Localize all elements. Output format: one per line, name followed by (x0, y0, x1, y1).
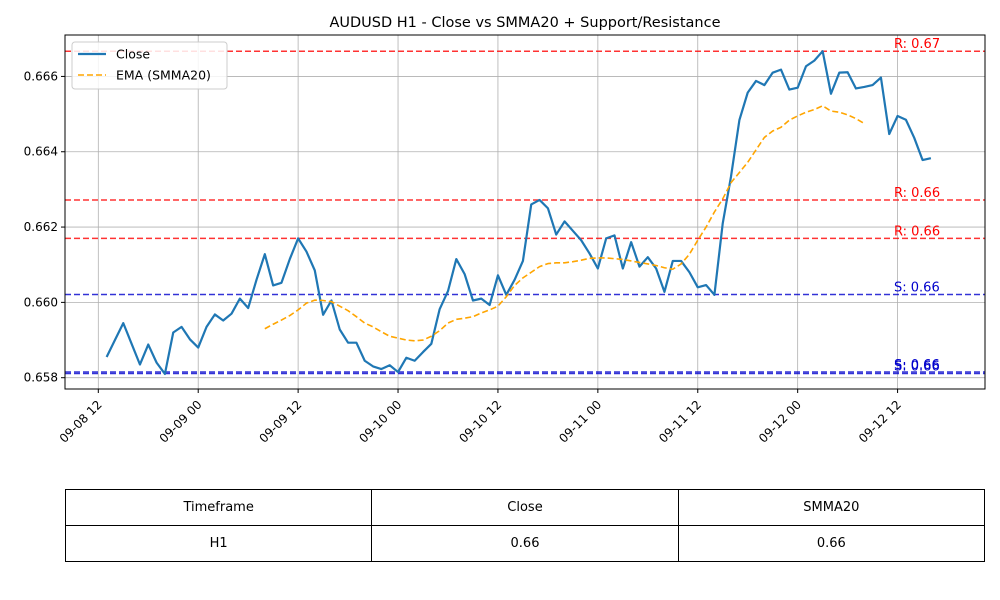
support-level-label: S: 0.66 (894, 280, 940, 295)
support-level-label: S: 0.66 (894, 360, 940, 375)
table-header-cell: Timeframe (64, 489, 373, 526)
y-tick-label: 0.660 (24, 295, 58, 309)
x-tick-label: 09-10 00 (356, 398, 404, 446)
plot-frame (64, 34, 986, 390)
x-tick-label: 09-12 00 (756, 398, 804, 446)
x-tick-label: 09-12 12 (856, 398, 904, 446)
x-tick-label: 09-09 12 (256, 398, 304, 446)
legend-label-smma: EMA (SMMA20) (116, 68, 211, 83)
legend-label-close: Close (116, 47, 150, 62)
x-tick-label: 09-11 12 (656, 398, 704, 446)
resistance-level-label: R: 0.66 (894, 224, 940, 239)
support-resistance-levels: R: 0.67R: 0.66R: 0.66S: 0.66S: 0.66S: 0.… (65, 37, 985, 375)
table-row: H1 0.66 0.66 (64, 525, 986, 562)
y-tick-label: 0.658 (24, 371, 58, 385)
summary-table: Timeframe Close SMMA20 H1 0.66 0.66 (64, 489, 986, 562)
support-level-label: S: 0.66 (894, 358, 940, 373)
table-cell: 0.66 (677, 525, 986, 562)
chart-title: AUDUSD H1 - Close vs SMMA20 + Support/Re… (329, 15, 720, 31)
x-tick-label: 09-08 12 (57, 398, 105, 446)
table-header-row: Timeframe Close SMMA20 (64, 489, 986, 526)
y-tick-label: 0.662 (24, 220, 58, 234)
resistance-level-label: R: 0.67 (894, 37, 940, 52)
resistance-level-label: R: 0.66 (894, 186, 940, 201)
close-series-line (105, 50, 932, 376)
table-cell: H1 (64, 525, 373, 562)
legend-box (71, 41, 228, 90)
y-tick-label: 0.666 (24, 69, 58, 83)
legend: Close EMA (SMMA20) (71, 41, 228, 90)
series-lines (105, 50, 932, 376)
x-tick-label: 09-10 12 (456, 398, 504, 446)
y-tick-label: 0.664 (24, 145, 58, 159)
x-tick-label: 09-11 00 (556, 398, 604, 446)
x-tick-label: 09-09 00 (157, 398, 205, 446)
smma-series-line (264, 105, 865, 342)
table-header-cell: SMMA20 (677, 489, 986, 526)
table-header-cell: Close (371, 489, 679, 526)
table-cell: 0.66 (371, 525, 679, 562)
axes: 09-08 12 09-09 00 09-09 12 09-10 00 09-10 12… (24, 34, 986, 446)
